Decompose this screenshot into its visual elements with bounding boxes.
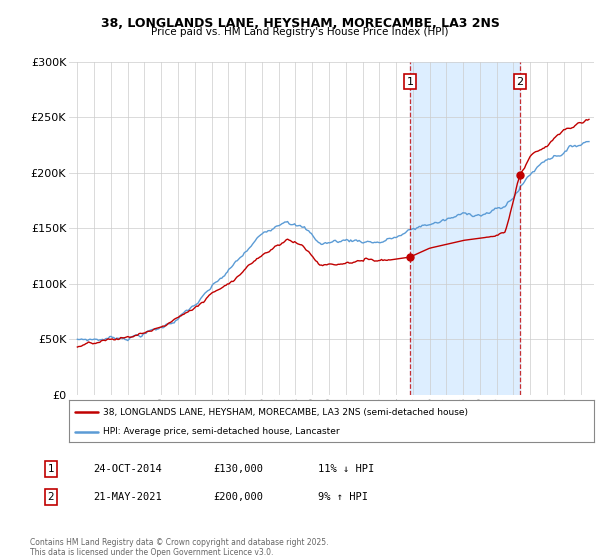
Text: 38, LONGLANDS LANE, HEYSHAM, MORECAMBE, LA3 2NS (semi-detached house): 38, LONGLANDS LANE, HEYSHAM, MORECAMBE, …: [103, 408, 468, 417]
Text: 24-OCT-2014: 24-OCT-2014: [93, 464, 162, 474]
Text: 9% ↑ HPI: 9% ↑ HPI: [318, 492, 368, 502]
Text: 11% ↓ HPI: 11% ↓ HPI: [318, 464, 374, 474]
Text: 38, LONGLANDS LANE, HEYSHAM, MORECAMBE, LA3 2NS: 38, LONGLANDS LANE, HEYSHAM, MORECAMBE, …: [101, 17, 499, 30]
Text: 2: 2: [47, 492, 55, 502]
Text: Contains HM Land Registry data © Crown copyright and database right 2025.
This d: Contains HM Land Registry data © Crown c…: [30, 538, 329, 557]
Text: Price paid vs. HM Land Registry's House Price Index (HPI): Price paid vs. HM Land Registry's House …: [151, 27, 449, 37]
Text: 2: 2: [517, 77, 524, 87]
Text: 1: 1: [47, 464, 55, 474]
Text: 21-MAY-2021: 21-MAY-2021: [93, 492, 162, 502]
Text: £130,000: £130,000: [213, 464, 263, 474]
Text: HPI: Average price, semi-detached house, Lancaster: HPI: Average price, semi-detached house,…: [103, 427, 340, 436]
Text: £200,000: £200,000: [213, 492, 263, 502]
Bar: [410, 62, 520, 395]
Text: 1: 1: [406, 77, 413, 87]
